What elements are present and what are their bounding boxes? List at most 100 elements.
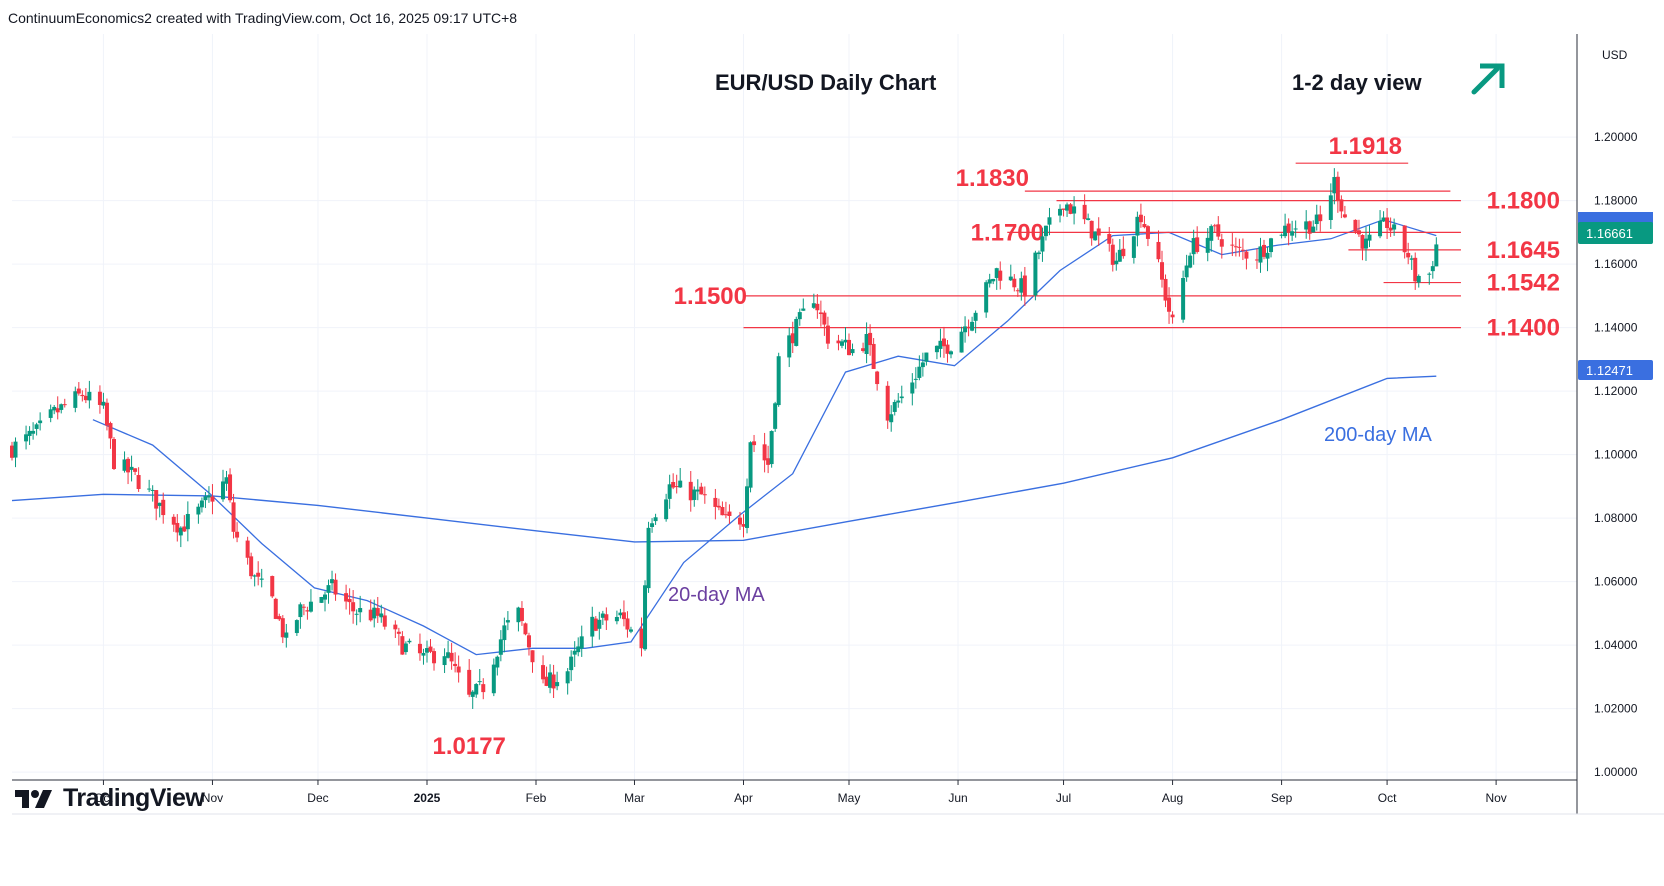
candle-body bbox=[593, 618, 598, 631]
candle bbox=[773, 401, 778, 432]
candle-body bbox=[1388, 227, 1393, 231]
candle-body bbox=[393, 624, 398, 630]
candle bbox=[1353, 219, 1358, 234]
tradingview-branding[interactable]: TradingView bbox=[15, 784, 205, 813]
candle-body bbox=[699, 486, 704, 495]
candle bbox=[1072, 196, 1077, 225]
price-tick-label: 1.06000 bbox=[1594, 575, 1638, 589]
candle-body bbox=[1258, 246, 1263, 263]
candle-body bbox=[1068, 204, 1073, 214]
candle bbox=[354, 609, 359, 626]
candle-body bbox=[284, 632, 289, 638]
candle bbox=[1230, 233, 1235, 257]
candle bbox=[959, 326, 964, 353]
candle-body bbox=[1058, 208, 1063, 216]
candle bbox=[203, 491, 208, 509]
candle-body bbox=[910, 382, 915, 394]
candle bbox=[400, 631, 405, 655]
candle-body bbox=[470, 691, 475, 697]
candle bbox=[424, 640, 429, 663]
candle bbox=[1314, 204, 1319, 231]
candle bbox=[797, 308, 802, 326]
candle bbox=[1188, 252, 1193, 269]
candle-body bbox=[1304, 221, 1309, 230]
candle bbox=[917, 355, 922, 381]
candle-body bbox=[949, 351, 953, 355]
candle bbox=[572, 641, 577, 667]
candle-body bbox=[551, 674, 556, 689]
candle-body bbox=[678, 480, 683, 488]
candle bbox=[973, 310, 978, 334]
candle bbox=[505, 611, 510, 631]
candle bbox=[1363, 226, 1368, 261]
candle-body bbox=[228, 474, 233, 501]
candle-body bbox=[1286, 223, 1291, 233]
candle bbox=[815, 294, 820, 319]
candle-body bbox=[221, 481, 226, 500]
candle bbox=[516, 606, 521, 632]
candle bbox=[1237, 238, 1242, 257]
candle-body bbox=[403, 643, 408, 653]
candle bbox=[55, 396, 60, 420]
candle-body bbox=[938, 340, 943, 349]
candle bbox=[330, 570, 335, 591]
candle-body bbox=[129, 466, 134, 470]
candle bbox=[196, 503, 201, 524]
candle-body bbox=[727, 511, 732, 516]
time-tick-label: May bbox=[838, 791, 861, 805]
candle bbox=[994, 267, 999, 290]
candle-body bbox=[843, 339, 848, 343]
candle bbox=[498, 630, 503, 662]
candle-body bbox=[1012, 278, 1017, 288]
candle-body bbox=[959, 331, 964, 353]
candle bbox=[1290, 220, 1295, 242]
candle bbox=[913, 367, 918, 389]
candle bbox=[136, 467, 141, 492]
candle-body bbox=[787, 335, 792, 358]
candle-body bbox=[737, 517, 742, 525]
candle-body bbox=[1363, 238, 1368, 249]
candles[interactable] bbox=[10, 168, 1439, 709]
candle bbox=[752, 434, 757, 453]
ma20-line bbox=[92, 219, 1437, 656]
candle bbox=[1121, 236, 1126, 259]
candle-body bbox=[667, 484, 672, 499]
candle bbox=[224, 470, 229, 491]
candle-body bbox=[196, 506, 201, 515]
candle-body bbox=[871, 343, 876, 369]
candle bbox=[147, 479, 152, 493]
candle-body bbox=[1093, 231, 1098, 241]
last-price-tag: 1.16661 bbox=[1578, 222, 1653, 244]
time-tick-label: Dec bbox=[307, 791, 328, 805]
candle-body bbox=[1114, 260, 1119, 265]
candle bbox=[899, 385, 904, 404]
candle-body bbox=[1307, 221, 1312, 234]
candle-body bbox=[1381, 217, 1386, 222]
candle-body bbox=[892, 401, 897, 412]
candle-body bbox=[308, 601, 313, 612]
candle bbox=[1110, 238, 1115, 272]
candle bbox=[1156, 230, 1161, 263]
candle-body bbox=[544, 676, 549, 686]
candle-body bbox=[27, 430, 32, 436]
candle bbox=[720, 501, 725, 516]
candle bbox=[1392, 218, 1397, 236]
candle bbox=[748, 441, 753, 493]
candle bbox=[358, 595, 363, 623]
candle-body bbox=[752, 441, 757, 446]
candle-body bbox=[1416, 275, 1421, 283]
candle-body bbox=[1043, 225, 1048, 237]
candle bbox=[868, 324, 873, 356]
candle-body bbox=[541, 665, 546, 680]
candle bbox=[1332, 168, 1337, 205]
candle-body bbox=[1110, 244, 1115, 265]
candle bbox=[1304, 210, 1309, 239]
candle-body bbox=[491, 664, 496, 694]
candle-body bbox=[87, 391, 92, 401]
candle-body bbox=[839, 341, 844, 346]
candle bbox=[171, 514, 176, 532]
candle bbox=[1019, 271, 1024, 301]
candle-body bbox=[664, 499, 669, 520]
candle bbox=[259, 568, 264, 588]
